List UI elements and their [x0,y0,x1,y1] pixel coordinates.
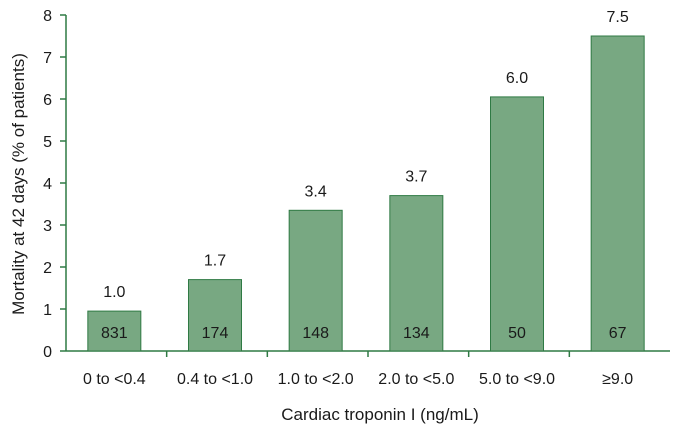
x-tick-label: ≥9.0 [602,371,633,388]
x-tick-label: 5.0 to <9.0 [479,371,555,388]
x-tick-label: 2.0 to <5.0 [378,371,454,388]
bar-count-label: 50 [508,325,526,342]
bar-value-label: 7.5 [607,9,629,26]
bar-count-label: 148 [302,325,329,342]
bar [188,279,242,352]
bar [389,195,444,352]
y-axis-title: Mortality at 42 days (% of patients) [9,53,28,315]
x-tick-label: 1.0 to <2.0 [278,371,354,388]
y-tick-label: 8 [43,8,52,25]
y-tick-label: 5 [43,134,52,151]
bar-count-label: 67 [609,325,627,342]
x-axis: 0 to <0.4 0.4 to <1.0 1.0 to <2.0 2.0 to <5… [66,350,670,388]
bar-count-label: 831 [101,325,128,342]
y-axis: 0 1 2 3 4 5 6 7 8 [43,8,67,361]
y-tick-label: 7 [43,50,52,67]
x-tick-label: 0.4 to <1.0 [177,371,253,388]
bar-value-label: 3.7 [405,169,427,186]
y-tick-label: 2 [43,260,52,277]
bar [87,310,142,352]
y-tick-label: 4 [43,176,52,193]
x-tick-label: 0 to <0.4 [83,371,146,388]
bar-value-label: 1.7 [204,253,226,270]
y-tick-label: 6 [43,92,52,109]
bar [490,96,544,352]
bar [590,35,645,352]
x-axis-title: Cardiac troponin I (ng/mL) [281,405,478,424]
bars: 1.0 831 1.7 174 3.4 148 3.7 134 6.0 50 7.5 67 [87,9,645,352]
y-tick-label: 1 [43,302,52,319]
bar-value-label: 3.4 [305,183,327,200]
bar-value-label: 1.0 [103,284,125,301]
bar [288,209,343,352]
y-tick-label: 0 [43,344,52,361]
bar-value-label: 6.0 [506,70,528,87]
y-tick-label: 3 [43,218,52,235]
bar-count-label: 134 [403,325,430,342]
bar-count-label: 174 [202,325,229,342]
